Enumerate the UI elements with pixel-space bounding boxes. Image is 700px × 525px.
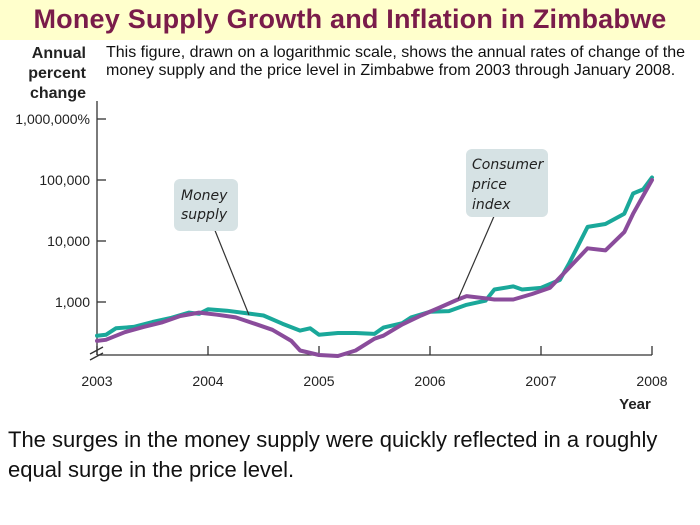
y-axis-label-line-1: Annual (31, 45, 86, 62)
y-tick-label: 1,000 (55, 294, 90, 310)
y-axis-label-line-3: change (29, 85, 86, 102)
cpi-label: price (471, 177, 507, 193)
money-supply-label: Money (181, 188, 228, 204)
cpi-line (95, 178, 654, 358)
title-bar (0, 0, 700, 40)
axis-break-mark (89, 352, 104, 361)
y-axis-label: Annual percent change (4, 44, 86, 104)
cpi-label: index (472, 197, 511, 213)
y-tick-label: 10,000 (47, 233, 90, 249)
page-title: Money Supply Growth and Inflation in Zim… (33, 4, 667, 34)
money-supply-callout-box (174, 179, 238, 231)
cpi-callout-box (466, 149, 548, 217)
x-tick-label: 2008 (636, 373, 667, 389)
x-axis-title: Year (619, 396, 651, 413)
figure-description: This figure, drawn on a logarithmic scal… (106, 44, 685, 79)
y-tick-label: 1,000,000% (15, 111, 90, 127)
x-tick-label: 2006 (414, 373, 445, 389)
y-tick-label: 100,000 (39, 172, 90, 188)
x-tick-label: 2007 (525, 373, 556, 389)
cpi-label: Consumer (472, 157, 545, 173)
money-supply-callout-pointer (213, 227, 250, 316)
y-axis-label-line-2: percent (28, 65, 86, 82)
cpi-callout-pointer (457, 213, 496, 300)
caption: The surges in the money supply were quic… (8, 427, 658, 482)
x-tick-label: 2004 (192, 373, 223, 389)
money-supply-label: supply (181, 207, 228, 223)
x-tick-label: 2005 (303, 373, 334, 389)
x-tick-label: 2003 (81, 373, 112, 389)
